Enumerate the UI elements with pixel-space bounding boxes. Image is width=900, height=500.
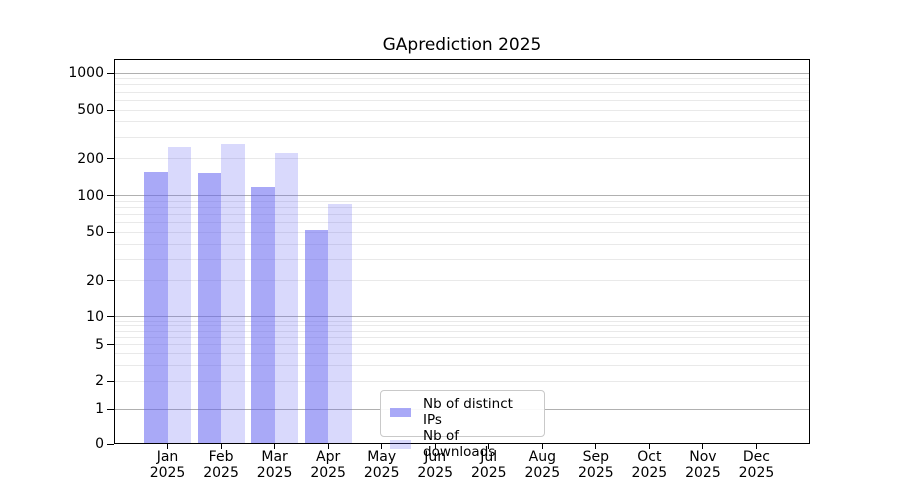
legend-swatch-distinct-ips <box>390 407 411 417</box>
x-tick-mark <box>702 444 704 449</box>
x-tick-label: Mar 2025 <box>256 449 293 481</box>
minor-gridline <box>114 320 810 322</box>
y-tick-mark <box>107 109 114 111</box>
x-tick-label: Feb 2025 <box>203 449 239 481</box>
x-tick-label: Oct 2025 <box>631 449 668 481</box>
bar-distinct-ips-mar <box>251 187 275 444</box>
y-tick-label: 5 <box>95 336 104 353</box>
y-tick-mark <box>107 316 114 318</box>
y-tick-mark <box>107 195 114 197</box>
y-tick-mark <box>107 380 114 382</box>
x-tick-label: Jan 2025 <box>149 449 186 481</box>
x-tick-label: Aug 2025 <box>524 449 561 481</box>
minor-gridline <box>114 243 810 245</box>
minor-gridline <box>114 121 810 123</box>
major-gridline <box>114 316 810 318</box>
major-gridline <box>114 195 810 197</box>
minor-gridline <box>114 353 810 355</box>
x-tick-label: Sep 2025 <box>578 449 614 481</box>
y-tick-label: 1 <box>95 401 104 417</box>
plot-area <box>114 59 810 444</box>
legend-label-downloads: Nb of downloads <box>423 428 496 460</box>
minor-gridline <box>114 336 810 338</box>
x-tick-label: Jun 2025 <box>417 449 454 481</box>
x-tick-mark <box>274 444 276 449</box>
y-tick-label: 10 <box>86 308 104 325</box>
y-tick-mark <box>107 72 114 74</box>
legend-label-distinct-ips: Nb of distinct IPs <box>423 396 513 428</box>
y-tick-label: 1000 <box>68 65 104 81</box>
minor-gridline <box>114 380 810 382</box>
x-tick-label: Nov 2025 <box>685 449 721 481</box>
y-tick-label: 0 <box>95 436 104 452</box>
minor-gridline <box>114 325 810 327</box>
minor-gridline <box>114 78 810 80</box>
bar-distinct-ips-jan <box>144 171 168 444</box>
x-tick-mark <box>755 444 757 449</box>
x-tick-label: Apr 2025 <box>310 449 346 481</box>
minor-gridline <box>114 109 810 111</box>
bar-downloads-feb <box>221 144 245 444</box>
minor-gridline <box>114 136 810 138</box>
y-tick-label: 50 <box>86 224 104 241</box>
x-tick-mark <box>541 444 543 449</box>
y-tick-mark <box>107 408 114 410</box>
x-tick-mark <box>434 444 436 449</box>
x-tick-mark <box>595 444 597 449</box>
minor-gridline <box>114 99 810 101</box>
legend-swatch-downloads <box>390 439 411 449</box>
minor-gridline <box>114 84 810 86</box>
minor-gridline <box>114 158 810 160</box>
minor-gridline <box>114 231 810 233</box>
minor-gridline <box>114 214 810 216</box>
y-tick-mark <box>107 443 114 445</box>
y-tick-mark <box>107 231 114 233</box>
x-tick-mark <box>220 444 222 449</box>
bar-downloads-mar <box>274 152 299 444</box>
legend-row-downloads: Nb of downloads <box>390 428 535 460</box>
x-tick-label: Jul 2025 <box>470 449 507 481</box>
y-tick-mark <box>107 280 114 282</box>
y-tick-mark <box>107 158 114 160</box>
minor-gridline <box>114 201 810 203</box>
chart-title: GAprediction 2025 <box>382 35 542 55</box>
bar-distinct-ips-apr <box>304 230 329 444</box>
bar-distinct-ips-feb <box>197 173 222 444</box>
x-tick-label: Dec 2025 <box>738 449 775 481</box>
minor-gridline <box>114 364 810 366</box>
minor-gridline <box>114 222 810 224</box>
minor-gridline <box>114 344 810 346</box>
minor-gridline <box>114 91 810 93</box>
minor-gridline <box>114 330 810 332</box>
minor-gridline <box>114 280 810 282</box>
bar-downloads-apr <box>328 203 352 444</box>
x-tick-label: May 2025 <box>363 449 400 481</box>
minor-gridline <box>114 207 810 209</box>
y-tick-label: 500 <box>77 102 104 119</box>
bar-downloads-jan <box>167 147 192 444</box>
y-tick-label: 20 <box>86 272 104 289</box>
y-tick-label: 2 <box>95 373 104 390</box>
y-tick-label: 100 <box>77 187 104 204</box>
x-tick-mark <box>648 444 650 449</box>
legend-row-distinct-ips: Nb of distinct IPs <box>390 396 535 428</box>
y-tick-mark <box>107 344 114 346</box>
y-tick-label: 200 <box>77 150 104 167</box>
major-gridline <box>114 72 810 74</box>
minor-gridline <box>114 258 810 260</box>
x-tick-mark <box>381 444 383 449</box>
legend: Nb of distinct IPs Nb of downloads <box>380 390 545 460</box>
x-tick-mark <box>327 444 329 449</box>
x-tick-mark <box>167 444 169 449</box>
x-tick-mark <box>488 444 490 449</box>
